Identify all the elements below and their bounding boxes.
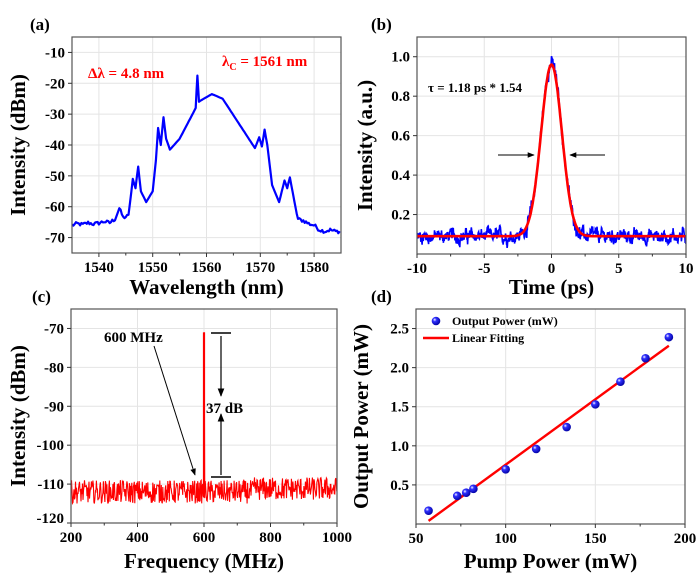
panel-label: (d) (371, 287, 392, 306)
plot-area (72, 74, 341, 235)
subscript: C (229, 62, 236, 73)
y-axis-label: Intensity (dBm) (6, 74, 30, 216)
y-tick-label: 0.2 (391, 208, 410, 224)
y-tick-label: -40 (45, 138, 65, 154)
y-tick-label: -70 (45, 231, 65, 247)
data-point (562, 422, 571, 432)
plot-area (424, 332, 674, 522)
panel-c: 600 MHz 37 dB 200 400 600 800 1000 -120 -110 -100… (6, 287, 352, 573)
y-tick-label: 2.5 (390, 322, 409, 338)
x-tick-label: 1570 (245, 260, 275, 276)
panel-a: Δλ = 4.8 nm λC = 1561 nm 1540 1550 1560 1570 1… (6, 15, 342, 299)
x-tick-label: 10 (679, 261, 694, 277)
data-point (452, 491, 462, 501)
measured-pulse-line (417, 55, 686, 249)
x-tick-label: 200 (674, 531, 697, 547)
x-tick-label: 150 (584, 531, 607, 547)
annotation-tau: τ = 1.18 ps * 1.54 (428, 80, 522, 95)
x-tick-label: 400 (126, 530, 149, 546)
x-tick-label: 1550 (138, 260, 168, 276)
x-tick-label: 0 (548, 261, 556, 277)
x-tick-label: 5 (615, 261, 623, 277)
y-tick-label: -50 (45, 169, 65, 185)
y-tick-label: -70 (44, 321, 64, 337)
x-tick-label: 100 (494, 531, 517, 547)
legend-marker-output-power (431, 316, 441, 326)
data-point (664, 332, 674, 342)
plot-area (417, 55, 686, 249)
x-axis-label: Time (ps) (509, 275, 594, 299)
x-tick-label: 600 (193, 530, 216, 546)
x-tick-label: 1580 (299, 260, 329, 276)
lambda: λ (222, 54, 230, 70)
data-point (591, 400, 600, 409)
y-tick-label: -80 (44, 360, 64, 376)
y-tick-label: -60 (45, 200, 65, 216)
x-tick-label: 1560 (192, 260, 222, 276)
plot-area (71, 332, 337, 505)
data-point (461, 488, 471, 498)
annotation-600mhz: 600 MHz (104, 330, 163, 346)
y-tick-label: 0.5 (390, 478, 409, 494)
panel-b: τ = 1.18 ps * 1.54 -10 -5 0 5 10 0.2 0.4 0.6 0.8 1… (353, 15, 694, 299)
x-tick-label: -10 (407, 261, 427, 277)
x-tick-label: -5 (478, 261, 491, 277)
y-tick-label: -10 (45, 45, 65, 61)
data-point (531, 444, 541, 454)
annotation-center-wavelength: λC = 1561 nm (222, 54, 308, 73)
data-point (616, 377, 625, 387)
y-tick-label: -30 (45, 107, 65, 123)
y-tick-label: -20 (45, 76, 65, 92)
x-tick-label: 1000 (322, 530, 352, 546)
data-point (469, 484, 478, 494)
annotation-bandwidth: Δλ = 4.8 nm (88, 66, 165, 82)
x-tick-label: 800 (259, 530, 282, 546)
value: = 1561 nm (237, 54, 308, 70)
y-axis-label: Intensity (dBm) (6, 345, 30, 487)
y-tick-label: -120 (37, 511, 65, 527)
y-tick-label: -110 (37, 477, 64, 493)
x-tick-label: 200 (60, 530, 83, 546)
x-axis-label: Pump Power (mW) (464, 549, 637, 573)
fit-pulse-line (417, 63, 686, 238)
panel-label: (c) (32, 287, 51, 306)
y-tick-label: 0.4 (391, 168, 410, 184)
panel-d: Output Power (mW) Linear Fitting 50 100 150 2… (349, 287, 696, 573)
x-axis-label: Frequency (MHz) (124, 549, 284, 573)
data-point (424, 506, 433, 516)
legend-label-output-power: Output Power (mW) (452, 314, 558, 328)
x-tick-label: 1540 (84, 260, 114, 276)
y-tick-label: -90 (44, 399, 64, 415)
y-tick-label: 0.6 (391, 129, 410, 145)
y-tick-label: -100 (37, 438, 65, 454)
y-tick-label: 2.0 (390, 361, 409, 377)
spectrum-line (72, 74, 341, 235)
panel-label: (b) (371, 15, 392, 34)
y-tick-label: 1.0 (391, 50, 410, 66)
y-tick-label: 1.0 (390, 439, 409, 455)
annotation-pointer-arrow (153, 345, 196, 476)
x-tick-label: 50 (409, 531, 424, 547)
data-point (501, 464, 510, 474)
annotation-37db: 37 dB (206, 401, 243, 417)
y-tick-label: 1.5 (390, 400, 409, 416)
panel-label: (a) (30, 15, 50, 34)
y-tick-label: 0.8 (391, 89, 410, 105)
data-point (641, 353, 650, 363)
legend-label-linear-fitting: Linear Fitting (452, 331, 524, 345)
y-axis-label: Output Power (mW) (349, 324, 373, 509)
x-axis-label: Wavelength (nm) (129, 275, 284, 299)
y-axis-label: Intensity (a.u.) (353, 80, 377, 211)
